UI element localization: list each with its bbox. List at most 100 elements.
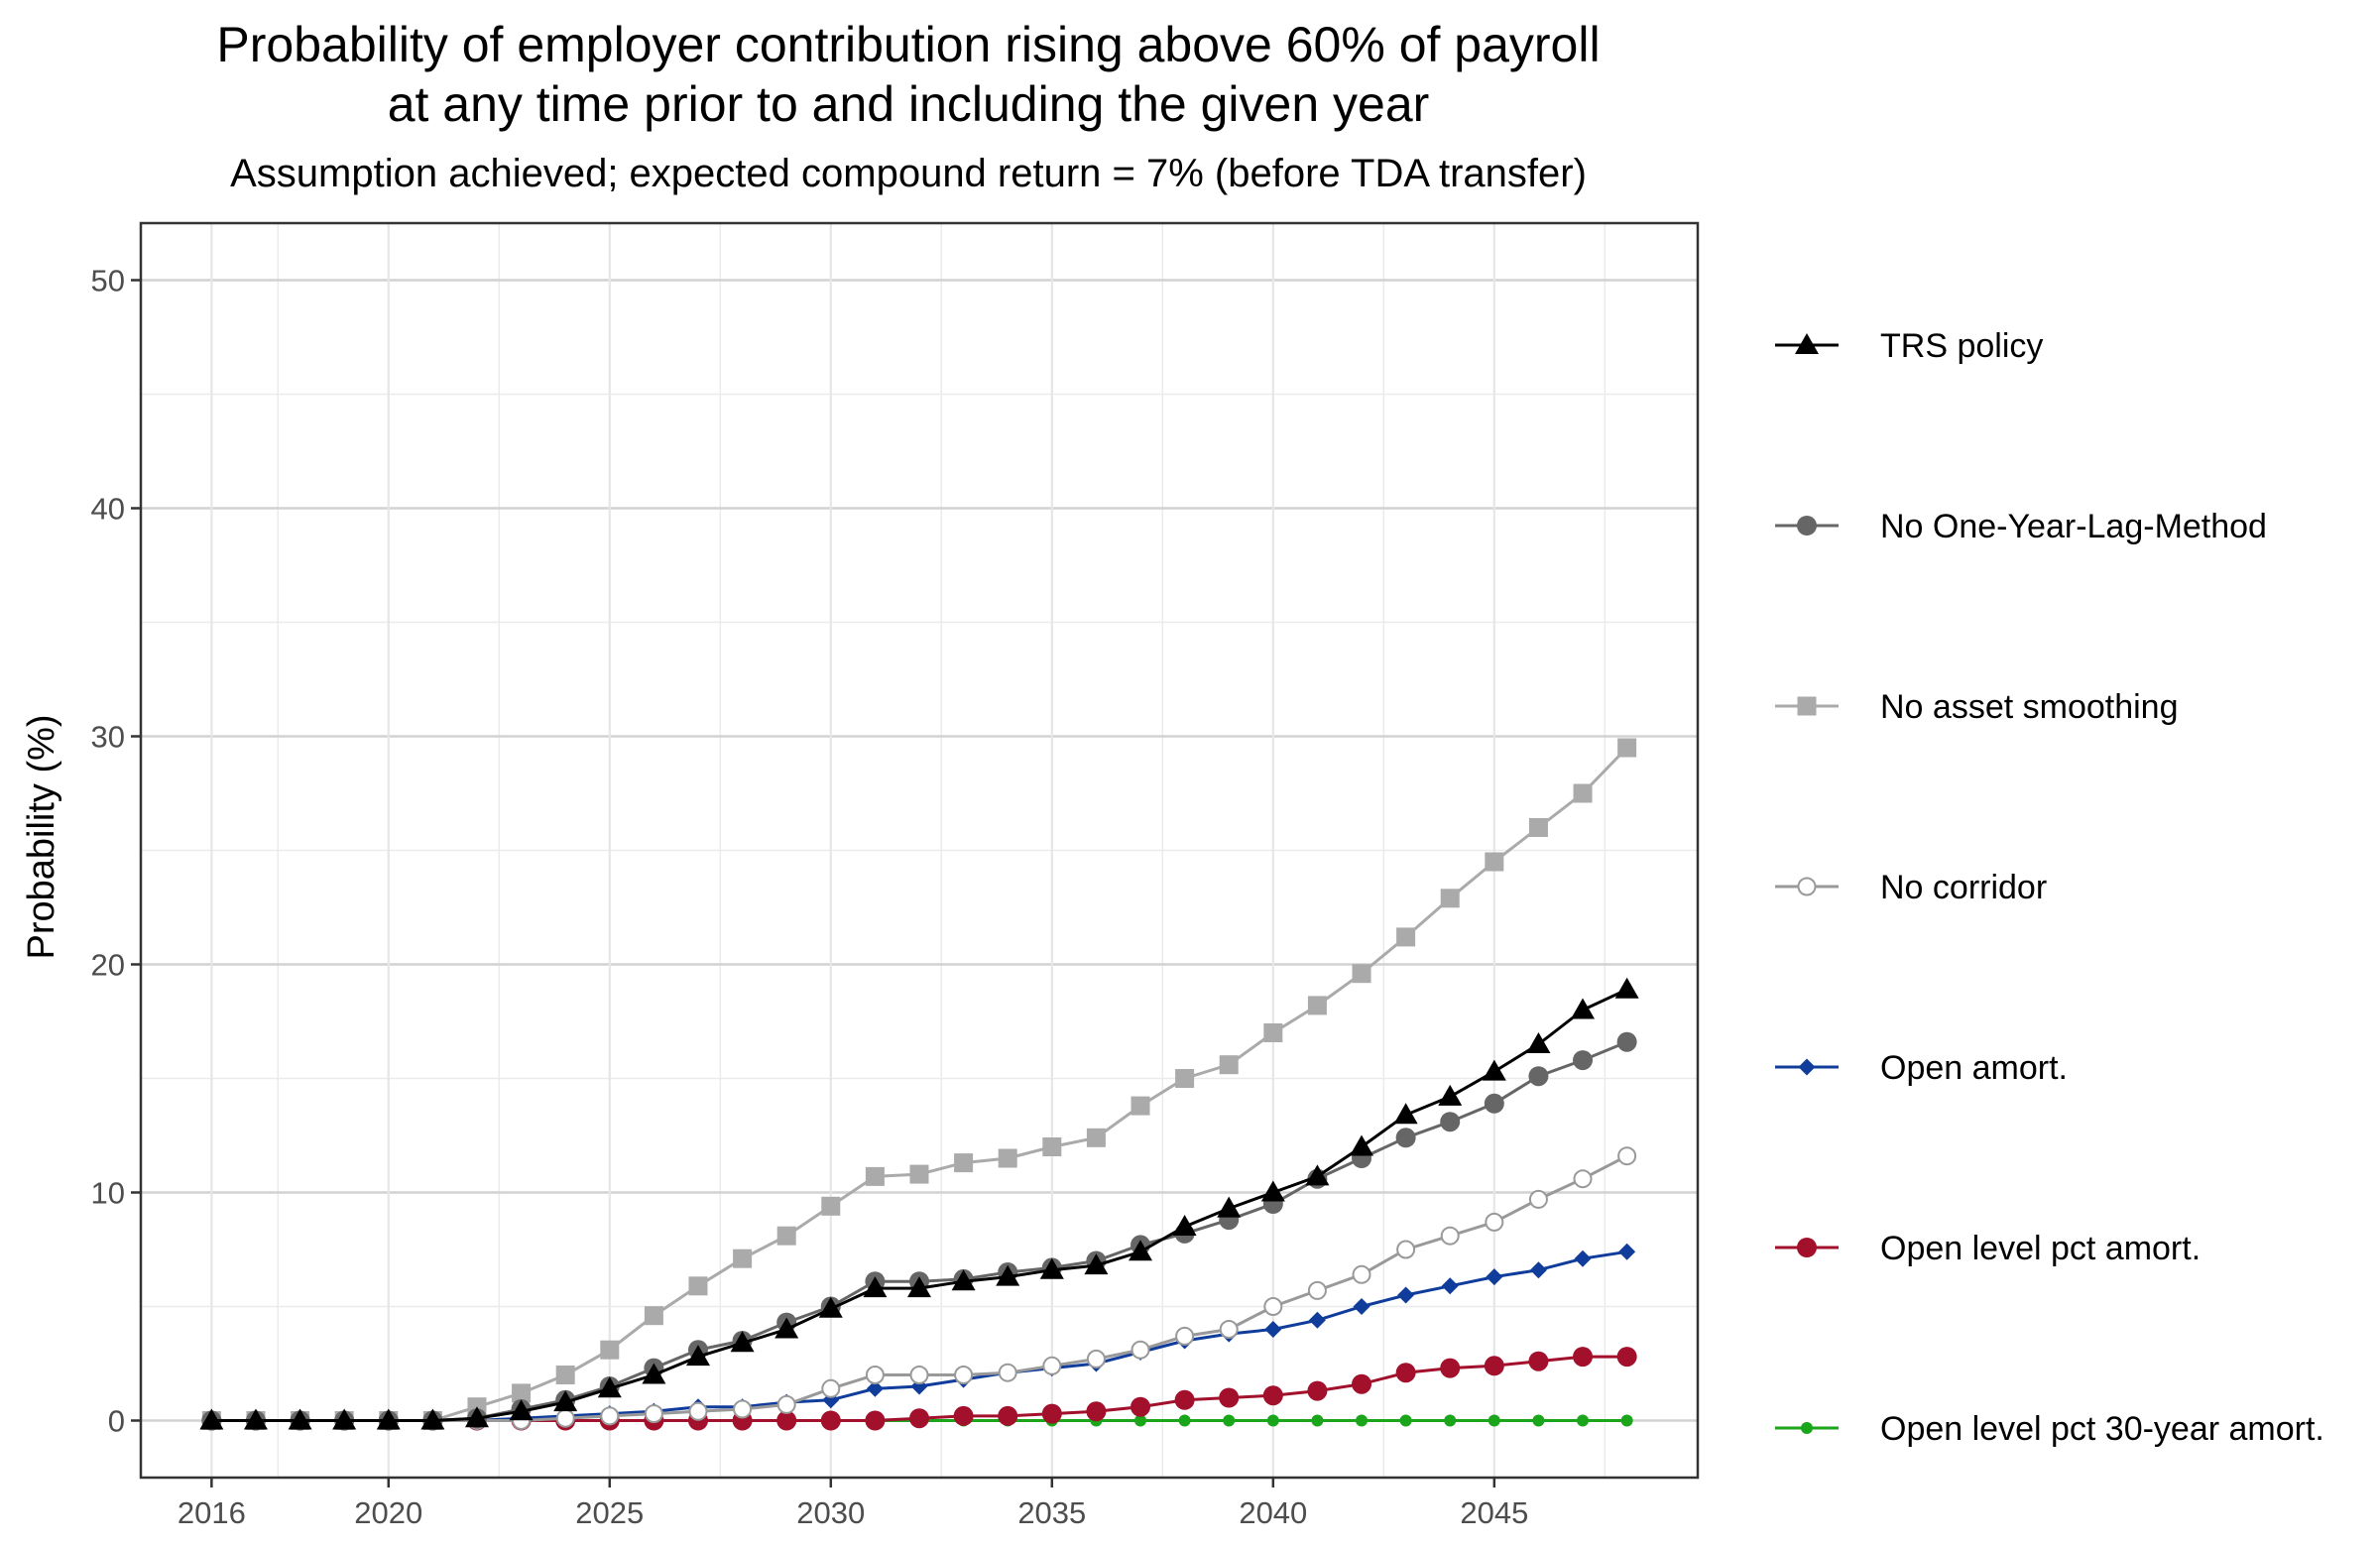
data-point xyxy=(1486,1268,1503,1286)
data-point xyxy=(821,1196,841,1216)
data-point xyxy=(1485,852,1504,872)
data-point xyxy=(1574,1250,1592,1267)
y-tick-label: 20 xyxy=(91,948,125,983)
legend-key-marker xyxy=(1797,516,1817,536)
data-point xyxy=(776,1226,796,1246)
data-point xyxy=(464,1406,489,1428)
data-point xyxy=(1352,1373,1372,1394)
legend-key-marker xyxy=(1797,877,1817,896)
data-point xyxy=(1042,1137,1062,1156)
data-point xyxy=(332,1408,357,1430)
data-point xyxy=(685,1345,710,1367)
data-point xyxy=(1528,1189,1548,1209)
data-point xyxy=(954,1366,974,1384)
data-point xyxy=(1484,1356,1504,1376)
legend-key-marker xyxy=(1798,1058,1816,1076)
data-point xyxy=(1263,1297,1283,1316)
data-point xyxy=(866,1379,884,1397)
data-point xyxy=(1130,1396,1151,1417)
data-point xyxy=(1134,1414,1147,1427)
data-point xyxy=(820,1410,841,1431)
data-point xyxy=(1219,1387,1240,1408)
data-point xyxy=(1178,1414,1191,1427)
legend-item: TRS policy xyxy=(1775,327,2043,365)
data-point xyxy=(776,1394,796,1414)
data-point xyxy=(1042,1356,1062,1375)
data-point xyxy=(1396,927,1416,947)
data-point xyxy=(1311,1414,1324,1427)
data-point xyxy=(1217,1196,1242,1218)
data-point xyxy=(1172,1215,1197,1236)
data-point xyxy=(1485,1212,1504,1232)
data-point xyxy=(863,1276,888,1298)
data-point xyxy=(1307,1280,1327,1300)
y-tick-label: 0 xyxy=(108,1404,125,1439)
series-4 xyxy=(202,1243,1636,1429)
data-point xyxy=(1086,1349,1106,1368)
data-point xyxy=(909,1164,929,1184)
data-point xyxy=(1219,1055,1239,1075)
data-point xyxy=(243,1408,268,1430)
data-point xyxy=(1260,1180,1285,1202)
data-point xyxy=(1353,1298,1370,1315)
data-point xyxy=(1039,1257,1064,1279)
data-point xyxy=(1620,1414,1633,1427)
data-point xyxy=(1528,818,1548,837)
data-point xyxy=(1352,964,1371,984)
y-tick-label: 30 xyxy=(91,720,125,755)
series-0 xyxy=(199,977,1639,1430)
series-line xyxy=(211,1040,1628,1422)
data-point xyxy=(509,1399,534,1421)
legend-label: Open amort. xyxy=(1880,1049,2068,1087)
data-point xyxy=(1262,1385,1283,1406)
data-point xyxy=(288,1408,312,1430)
data-point xyxy=(774,1317,799,1339)
data-point xyxy=(688,1401,708,1421)
x-tick-label: 2025 xyxy=(575,1495,644,1530)
data-point xyxy=(1573,783,1593,803)
data-point xyxy=(1041,1403,1062,1424)
legend-label: TRS policy xyxy=(1880,327,2043,365)
data-point xyxy=(996,1264,1020,1286)
x-tick-label: 2020 xyxy=(354,1495,422,1530)
data-point xyxy=(1175,1069,1195,1088)
chart-title-line1: Probability of employer contribution ris… xyxy=(216,17,1600,72)
data-point xyxy=(1440,1226,1460,1246)
data-point xyxy=(998,1148,1017,1168)
data-point xyxy=(555,1408,575,1428)
data-point xyxy=(818,1296,843,1318)
data-point xyxy=(1440,1112,1461,1132)
chart-title-line2: at any time prior to and including the g… xyxy=(388,76,1430,132)
data-point xyxy=(953,1405,974,1426)
data-point xyxy=(642,1363,666,1384)
legend-label: No asset smoothing xyxy=(1880,688,2179,726)
series-line xyxy=(211,746,1628,1422)
data-point xyxy=(1397,1286,1415,1304)
data-point xyxy=(865,1410,886,1431)
data-point xyxy=(1441,1277,1459,1295)
data-point xyxy=(1571,998,1596,1019)
data-point xyxy=(1395,1363,1416,1383)
data-point xyxy=(688,1276,708,1296)
data-point xyxy=(1305,1164,1330,1186)
legend-item: Open level pct amort. xyxy=(1775,1230,2201,1267)
data-point xyxy=(1399,1414,1412,1427)
data-point xyxy=(1396,1240,1416,1259)
data-point xyxy=(998,1405,1018,1426)
data-point xyxy=(1266,1414,1279,1427)
data-point xyxy=(1440,889,1460,908)
data-point xyxy=(1223,1414,1236,1427)
x-tick-label: 2016 xyxy=(178,1495,246,1530)
data-point xyxy=(1617,738,1637,758)
legend-item: No asset smoothing xyxy=(1775,688,2179,726)
legend-item: Open level pct 30-year amort. xyxy=(1775,1410,2324,1448)
chart-subtitle: Assumption achieved; expected compound r… xyxy=(230,152,1587,195)
data-point xyxy=(1573,1050,1594,1071)
data-point xyxy=(1307,996,1327,1015)
data-point xyxy=(730,1331,755,1353)
data-point xyxy=(1307,1380,1328,1401)
data-point xyxy=(199,1408,224,1430)
data-point xyxy=(1484,1093,1504,1114)
data-point xyxy=(1444,1414,1457,1427)
